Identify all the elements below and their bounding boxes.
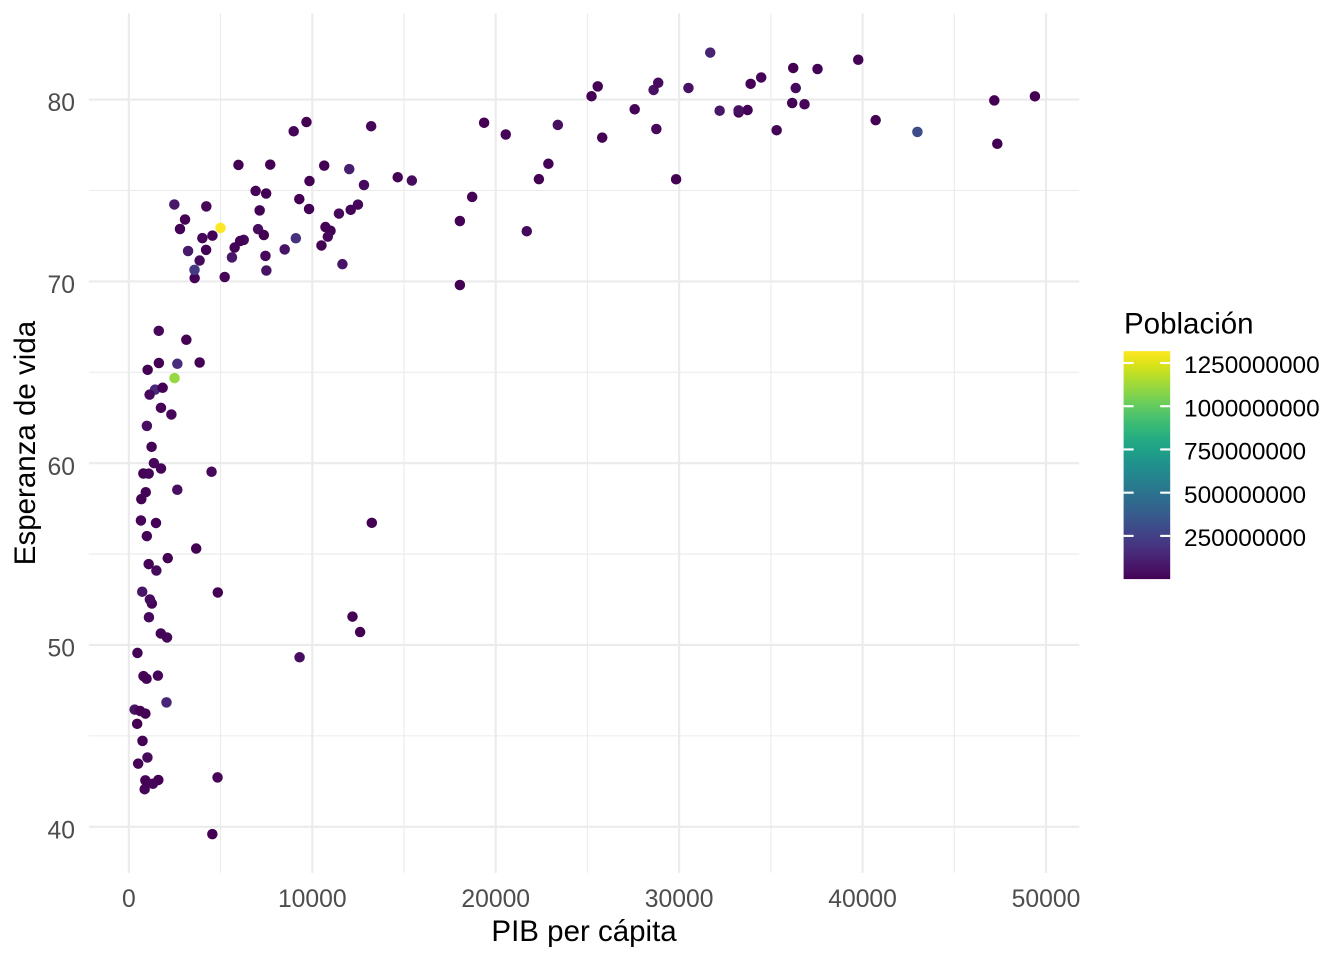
- svg-text:80: 80: [48, 90, 75, 117]
- svg-text:60: 60: [48, 454, 75, 481]
- svg-text:250000000: 250000000: [1184, 525, 1306, 552]
- svg-text:Población: Población: [1124, 307, 1254, 340]
- svg-text:10000: 10000: [278, 886, 347, 913]
- svg-text:40000: 40000: [828, 886, 897, 913]
- svg-text:20000: 20000: [461, 886, 530, 913]
- svg-text:40: 40: [48, 817, 75, 844]
- svg-text:70: 70: [48, 272, 75, 299]
- svg-text:PIB per cápita: PIB per cápita: [491, 915, 677, 948]
- svg-text:0: 0: [122, 886, 136, 913]
- svg-text:50: 50: [48, 636, 75, 663]
- svg-text:500000000: 500000000: [1184, 482, 1306, 509]
- svg-text:750000000: 750000000: [1184, 439, 1306, 466]
- svg-text:1250000000: 1250000000: [1184, 352, 1320, 379]
- svg-text:50000: 50000: [1012, 886, 1081, 913]
- svg-text:1000000000: 1000000000: [1184, 395, 1320, 422]
- svg-text:30000: 30000: [645, 886, 714, 913]
- svg-text:Esperanza de vida: Esperanza de vida: [9, 320, 42, 565]
